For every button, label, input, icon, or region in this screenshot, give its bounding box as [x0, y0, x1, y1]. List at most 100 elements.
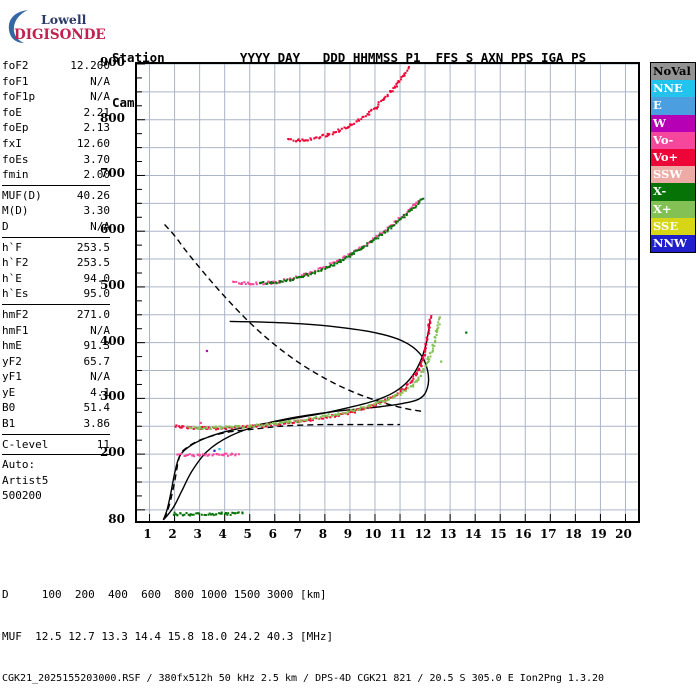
echo-point [351, 253, 353, 256]
echo-point [420, 360, 423, 363]
echo-point [300, 276, 303, 279]
echo-point [349, 411, 352, 414]
parameter-row: h`Es 95.0 [2, 286, 110, 302]
echo-point [415, 371, 418, 374]
echo-point [370, 108, 373, 111]
echo-point [426, 332, 429, 335]
echo-point [433, 344, 436, 347]
echo-point [262, 424, 265, 427]
echo-point [199, 454, 202, 457]
legend-item-x-[interactable]: X+ [651, 200, 695, 218]
legend-item-noval[interactable]: NoVal [651, 63, 695, 81]
echo-point [243, 425, 246, 428]
echo-point [319, 267, 322, 270]
echo-point [399, 392, 402, 395]
echo-point [255, 283, 258, 286]
echo-point [204, 514, 207, 517]
echo-point [420, 198, 423, 201]
echo-point [224, 512, 227, 515]
x-tick-label-4: 4 [218, 527, 227, 541]
echo-point [311, 272, 314, 275]
echo-point [180, 452, 183, 455]
parameter-name: h`F [2, 240, 22, 254]
parameter-value: 2.00 [83, 168, 111, 182]
echo-point [375, 234, 378, 237]
echo-point [250, 425, 253, 428]
echo-point [236, 424, 239, 427]
echo-point [412, 375, 415, 378]
echo-point [390, 396, 393, 399]
echo-point [192, 454, 195, 457]
y-tick-label-700: 700 [99, 166, 125, 181]
echo-point [242, 426, 245, 429]
echo-point [190, 427, 193, 430]
parameter-group-0: foF2 12.200 foF1 N/A foF1p N/A foE 2.21 foEp 2.13… [2, 58, 110, 186]
echo-point [228, 426, 231, 429]
echo-point [404, 387, 407, 390]
echo-point [291, 422, 294, 425]
echo-point [245, 425, 248, 428]
echo-point [293, 419, 296, 422]
legend-item-e[interactable]: E [651, 97, 695, 115]
x-tick-label-12: 12 [414, 527, 432, 541]
echo-point [403, 72, 406, 75]
legend-item-sse[interactable]: SSE [651, 217, 695, 235]
echo-point [379, 403, 382, 406]
legend-item-vo-[interactable]: Vo- [651, 131, 695, 149]
echo-point [358, 248, 361, 251]
echo-point [319, 415, 322, 418]
echo-point [302, 139, 305, 142]
legend-item-vo-[interactable]: Vo+ [651, 148, 695, 167]
echo-point [271, 422, 274, 425]
echo-point [384, 231, 387, 234]
echo-point [276, 423, 279, 426]
echo-point [345, 255, 348, 258]
echo-point [287, 420, 290, 423]
echo-point [220, 512, 223, 515]
legend-item-ssw[interactable]: SSW [651, 166, 695, 184]
legend-item-w[interactable]: W [651, 114, 695, 132]
echo-point [367, 405, 370, 408]
echo-point [239, 282, 242, 285]
echo-point [324, 135, 327, 138]
echo-point [414, 203, 417, 206]
legend-item-x-[interactable]: X- [651, 183, 695, 201]
echo-point [281, 421, 284, 424]
echo-point [430, 316, 433, 319]
echo-point [311, 419, 314, 422]
echo-point [314, 416, 317, 419]
legend-item-nne[interactable]: NNE [651, 80, 695, 98]
echo-point [304, 139, 307, 142]
echo-point [322, 417, 325, 420]
echo-point [426, 362, 429, 365]
legend-item-nnw[interactable]: NNW [651, 234, 695, 253]
echo-point [270, 424, 273, 427]
echo-point [399, 394, 402, 397]
echo-point [338, 130, 341, 133]
lowell-digisonde-logo: Lowell DIGISONDE [2, 6, 106, 46]
echo-point [437, 321, 440, 324]
x-tick-label-15: 15 [489, 527, 507, 541]
echo-point [197, 512, 200, 515]
echo-point [285, 280, 288, 283]
echo-point [283, 420, 286, 423]
echo-point [278, 281, 281, 284]
series-vo-2nd-hop-f-trace-500-km- [232, 199, 420, 286]
polarization-direction-legend: NoVal NNE E W Vo- Vo+ SSW X- X+ SSE NNW [650, 62, 696, 254]
echo-point [380, 399, 383, 402]
echo-point [280, 280, 283, 283]
echo-point [430, 315, 433, 318]
echo-point [325, 416, 328, 419]
echo-point [349, 124, 352, 127]
echo-point [406, 383, 409, 386]
echo-point [226, 513, 229, 516]
echo-point [216, 453, 219, 456]
parameter-group-2: h`F 253.5 h`F2 253.5 h`E 94.0 h`Es 95.0 [2, 240, 110, 305]
echo-point [380, 100, 383, 103]
echo-point [244, 283, 247, 286]
echo-point [328, 265, 331, 268]
echo-point [352, 409, 355, 412]
echo-point [211, 454, 214, 457]
echo-point [173, 511, 176, 514]
echo-point [187, 427, 190, 430]
